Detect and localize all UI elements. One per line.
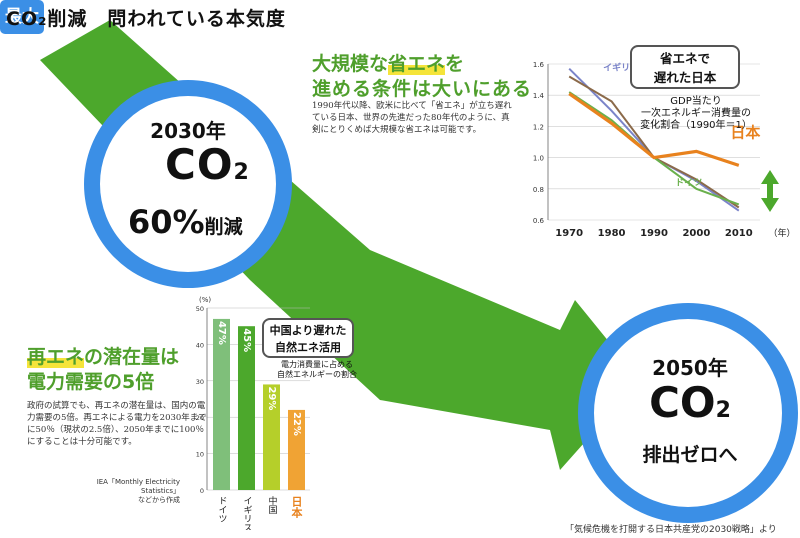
bar-chart-callout: 中国より遅れた 自然エネ活用 [262,318,354,358]
series-label: 日本 [730,123,760,141]
paragraph-energy-saving: 1990年代以降、欧米に比べて「省エネ」が立ち遅れている日本、世界の先進だった8… [312,101,512,135]
y-axis-unit: (%) [199,296,211,304]
y-tick-label: 50 [196,305,204,313]
category-label: 日本 [290,496,303,519]
headline-renewables: 再エネの潜在量は 電力需要の5倍 [27,346,180,393]
headline-energy-saving: 大規模な省エネを 進める条件は大いにある [312,53,533,100]
goal-2030-co2: CO2 [165,140,250,189]
bar-value-label: 22% [291,412,302,436]
renewable-share-bar-chart: (%) 0 10 20 30 40 50 47% ドイツ 45% イギリス 29% 中国 22% 日本 [196,296,310,530]
y-tick-label: 1.4 [533,92,545,100]
bar-chart-source: IEA「Monthly Electricity Statistics」 などから作… [96,478,180,504]
x-axis-unit: （年） [768,227,795,239]
line-chart-note: GDP当たり 一次エネルギー消費量の 変化割合（1990年＝1） [640,96,752,131]
goal-2030-year: 2030年 [150,119,226,143]
goal-2050-caption: 排出ゼロへ [642,444,738,466]
max-badge: 最大 [0,0,44,34]
y-tick-label: 10 [196,451,204,459]
bar-2 [263,384,280,490]
goal-2030-reduction: 60%削減 [128,203,243,241]
bar-value-label: 29% [266,386,277,410]
series-line-0 [568,67,740,212]
category-label: 中国 [267,495,278,515]
x-tick-label: 2000 [682,228,710,239]
y-tick-label: 30 [196,378,204,386]
x-tick-label: 1980 [598,228,626,239]
bar-0 [213,318,230,490]
y-tick-label: 1.0 [533,155,544,163]
series-line-3 [568,92,740,167]
paragraph-renewables: 政府の試算でも、再エネの潜在量は、国内の電力需要の5倍。再エネによる電力を203… [27,401,207,447]
series-label: ドイツ [675,178,702,189]
energy-intensity-line-chart: 0.6 0.8 1.0 1.2 1.4 1.6 1970 1980 1990 2000 2010 （年… [533,61,796,239]
y-tick-label: 0.6 [533,217,545,225]
bar-value-label: 45% [241,328,252,352]
goal-2050-co2: CO2 [649,378,731,427]
x-tick-label: 1970 [555,228,583,239]
gap-arrow-icon [761,170,779,212]
bar-value-label: 47% [216,321,227,345]
line-chart-callout: 省エネで 遅れた日本 [630,45,740,89]
x-tick-label: 2010 [725,228,753,239]
bar-3 [288,409,305,490]
source-note: 「気候危機を打開する日本共産党の2030戦略」より [565,525,777,535]
y-tick-label: 1.2 [533,123,544,131]
bar-1 [238,326,255,490]
category-label: ドイツ [217,496,228,523]
category-label: イギリス [242,496,253,530]
bar-chart-note: 電力消費量に占める 自然エネルギーの割合 [277,360,357,379]
y-tick-label: 20 [196,414,204,422]
x-tick-label: 1990 [640,228,668,239]
y-tick-label: 1.6 [533,61,545,69]
y-tick-label: 0 [200,487,204,495]
goal-2050-year: 2050年 [652,356,728,380]
y-tick-label: 40 [196,341,204,349]
y-tick-label: 0.8 [533,186,544,194]
page-title: CO₂削減 問われている本気度 [6,8,286,30]
